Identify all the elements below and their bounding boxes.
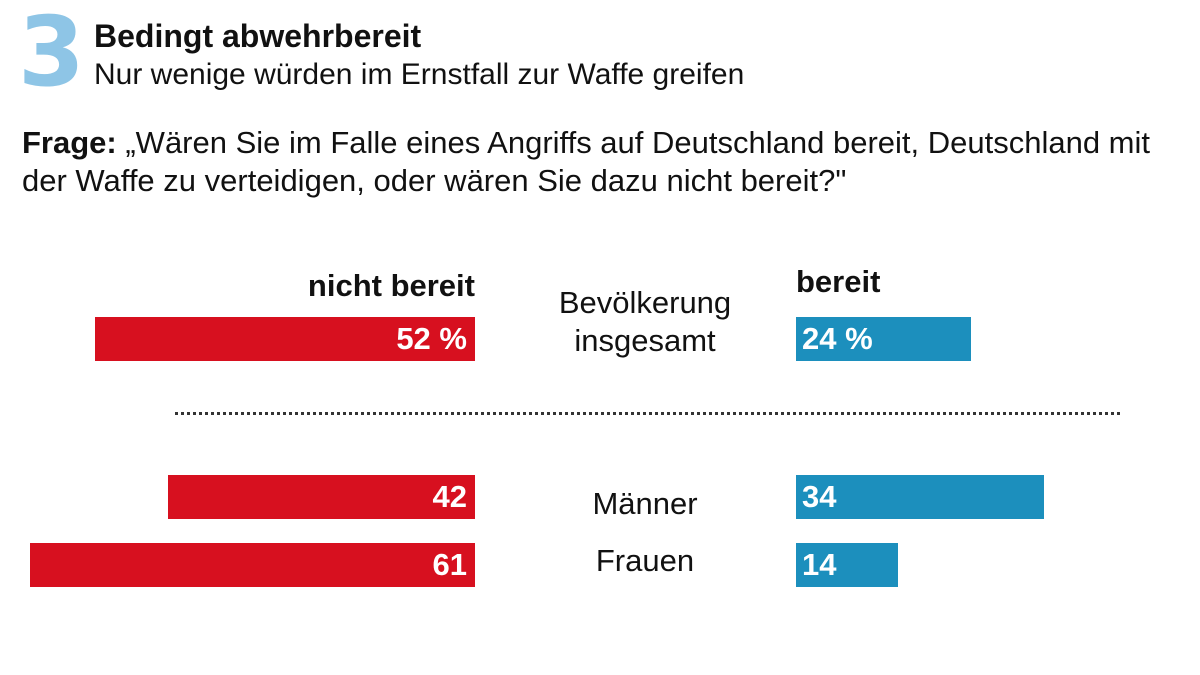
category-label: Bevölkerung insgesamt — [558, 285, 732, 358]
category-label: Männer — [592, 486, 698, 521]
bar-nicht-bereit: 42 — [168, 475, 475, 519]
legend-nicht-bereit: nicht bereit — [307, 268, 475, 303]
section-number: 3 — [18, 0, 85, 108]
question-label: Frage: — [22, 125, 117, 160]
data-label: 52 % — [396, 321, 467, 356]
bar-bereit: 34 — [796, 475, 1045, 519]
question-text: „Wären Sie im Falle eines Angriffs auf D… — [22, 125, 1150, 198]
chart-subtitle: Nur wenige würden im Ernstfall zur Waffe… — [94, 58, 745, 91]
question: Frage: „Wären Sie im Falle eines Angriff… — [22, 124, 1182, 200]
bar-bereit: 24 % — [796, 317, 972, 361]
data-label: 24 % — [802, 321, 873, 356]
divider — [175, 412, 1120, 415]
data-label: 42 — [432, 479, 467, 514]
data-label: 14 — [802, 547, 837, 582]
category-label: Frauen — [595, 543, 695, 578]
bar-bereit: 14 — [796, 543, 899, 587]
bar-nicht-bereit: 52 % — [95, 317, 475, 361]
data-label: 34 — [802, 479, 837, 514]
chart-title: Bedingt abwehrbereit — [94, 18, 422, 54]
legend-bereit: bereit — [796, 264, 881, 299]
bar-nicht-bereit: 61 — [29, 543, 475, 587]
data-label: 61 — [432, 547, 467, 582]
